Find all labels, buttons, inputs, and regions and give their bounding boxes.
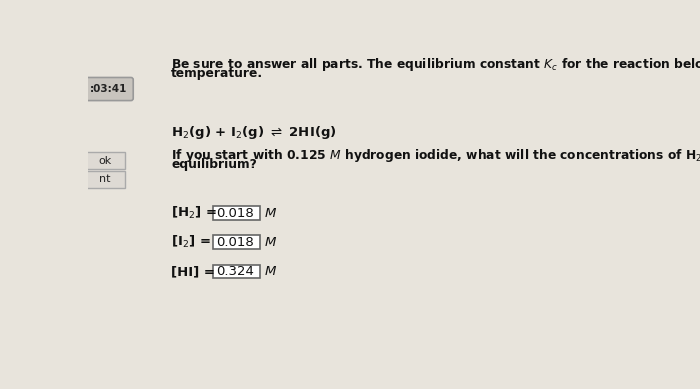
Text: :03:41: :03:41 (90, 84, 127, 94)
Text: $M$: $M$ (264, 207, 277, 219)
FancyBboxPatch shape (85, 171, 125, 187)
FancyBboxPatch shape (213, 235, 260, 249)
Text: If you start with 0.125 $M$ hydrogen iodide, what will the concentrations of H$_: If you start with 0.125 $M$ hydrogen iod… (172, 147, 700, 164)
Text: [HI] =: [HI] = (172, 265, 215, 278)
Text: 0.324: 0.324 (216, 265, 254, 278)
Text: [H$_2$] =: [H$_2$] = (172, 205, 217, 221)
Text: [I$_2$] =: [I$_2$] = (172, 234, 211, 250)
Text: $M$: $M$ (264, 265, 277, 278)
Text: 0.018: 0.018 (216, 236, 254, 249)
FancyBboxPatch shape (213, 206, 260, 220)
Text: $M$: $M$ (264, 236, 277, 249)
Text: temperature.: temperature. (172, 67, 263, 80)
Text: nt: nt (99, 174, 111, 184)
FancyBboxPatch shape (85, 152, 125, 169)
FancyBboxPatch shape (83, 77, 133, 101)
Text: ok: ok (98, 156, 111, 166)
Text: Be sure to answer all parts. The equilibrium constant $K_c$ for the reaction bel: Be sure to answer all parts. The equilib… (172, 56, 700, 73)
Text: equilibrium?: equilibrium? (172, 158, 257, 170)
Text: H$_2$(g) + I$_2$(g) $\rightleftharpoons$ 2HI(g): H$_2$(g) + I$_2$(g) $\rightleftharpoons$… (172, 124, 337, 141)
FancyBboxPatch shape (213, 265, 260, 279)
Text: 0.018: 0.018 (216, 207, 254, 219)
